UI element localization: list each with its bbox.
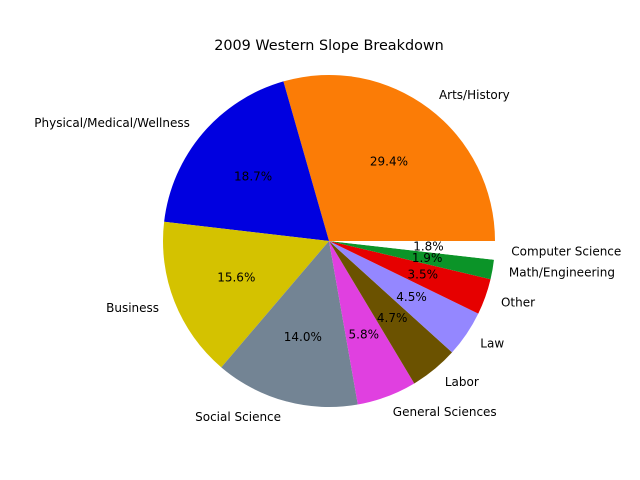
category-label-arts-history: Arts/History [439, 88, 510, 102]
category-label-other: Other [501, 295, 535, 309]
pie-slice-arts-history [283, 75, 495, 241]
pie-slice-social-science [221, 241, 358, 408]
pie-slice-math-engineering [329, 241, 494, 280]
pie-slice-law [329, 241, 479, 353]
pie-slice-general-sciences [329, 241, 415, 405]
percent-label-computer-science: 1.8% [413, 240, 444, 254]
category-label-business: Business [106, 301, 159, 315]
chart-title: 2009 Western Slope Breakdown [214, 38, 444, 54]
category-label-social-science: Social Science [195, 410, 281, 424]
percent-label-law: 4.5% [396, 290, 427, 304]
percent-label-arts-history: 29.4% [370, 154, 408, 168]
category-label-computer-science: Computer Science [511, 244, 621, 258]
pie-slices [162, 75, 495, 408]
category-label-math-engineering: Math/Engineering [509, 265, 615, 279]
percent-label-general-sciences: 5.8% [349, 327, 380, 341]
percent-labels: 29.4% 18.7% 15.6% 14.0% 5.8% 4.7% 4.5% 3.5% 1.9%… [217, 154, 443, 344]
category-label-general-sciences: General Sciences [393, 405, 497, 419]
pie-slice-physical-medical-wellness [164, 81, 329, 241]
category-label-physical-medical-wellness: Physical/Medical/Wellness [34, 116, 190, 130]
percent-label-physical-medical-wellness: 18.7% [234, 170, 272, 184]
percent-label-labor: 4.7% [377, 311, 408, 325]
pie-slice-labor [329, 241, 453, 384]
percent-label-math-engineering: 1.9% [412, 251, 443, 265]
category-label-law: Law [480, 336, 504, 350]
category-label-labor: Labor [445, 375, 479, 389]
pie-slice-other [329, 241, 491, 314]
percent-label-business: 15.6% [217, 270, 255, 284]
pie-slice-business [162, 221, 329, 368]
pie-slice-computer-science [329, 241, 495, 260]
percent-label-social-science: 14.0% [284, 330, 322, 344]
percent-label-other: 3.5% [408, 267, 439, 281]
category-labels: Arts/History Physical/Medical/Wellness Bus… [34, 88, 621, 424]
